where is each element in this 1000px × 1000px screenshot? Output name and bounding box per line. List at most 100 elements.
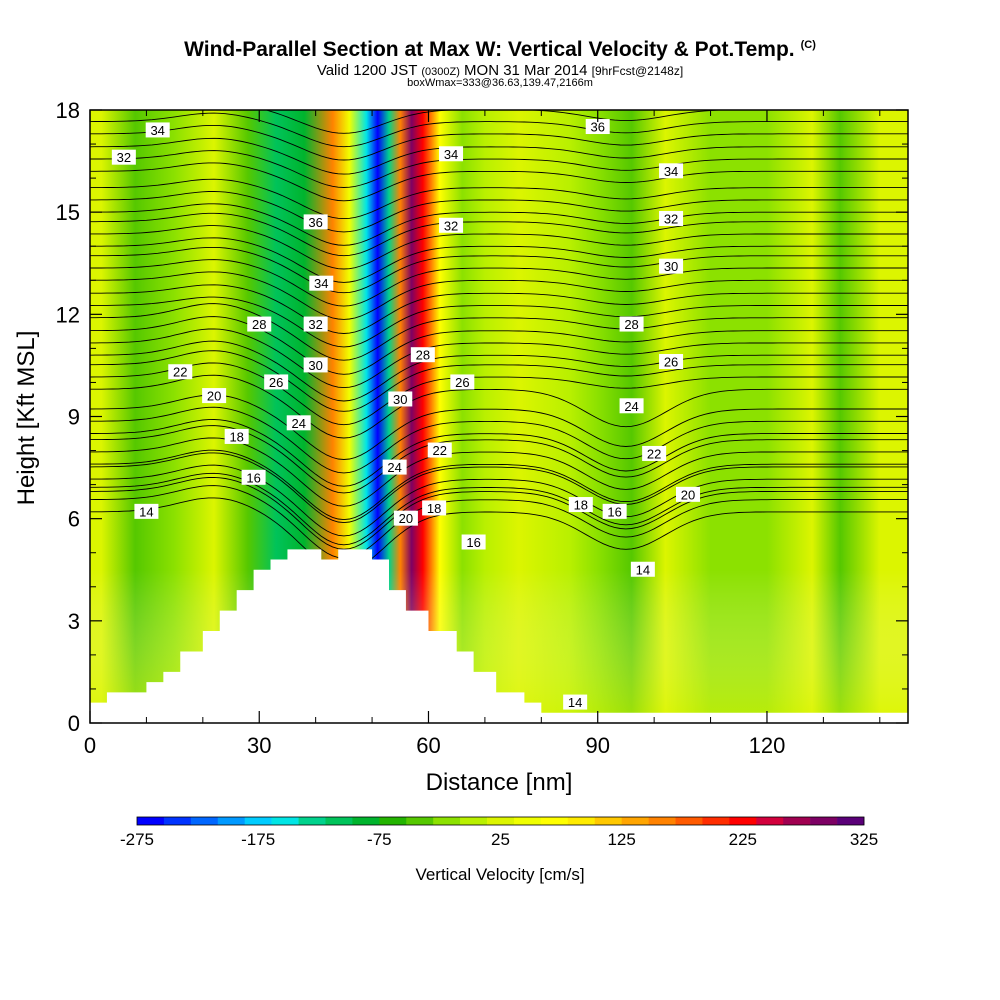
x-tick-label: 30	[247, 733, 271, 758]
contour-label-box	[619, 316, 644, 332]
colorbar-tick-label: 225	[729, 830, 757, 849]
chart-title: Wind-Parallel Section at Max W: Vertical…	[0, 38, 1000, 62]
contour-label-box	[659, 163, 684, 179]
contour-label: 28	[624, 317, 638, 332]
isentrope-line	[90, 259, 908, 307]
contour-label-box	[568, 497, 593, 513]
contour-label: 22	[647, 446, 661, 461]
contour-label-box	[642, 445, 667, 461]
forecast-info: [9hrFcst@2148z]	[591, 64, 684, 78]
isentrope-line	[90, 472, 908, 546]
colorbar-swatch	[648, 817, 676, 825]
contour-label-box	[461, 534, 486, 550]
isentrope-line	[90, 124, 908, 161]
contour-label-box	[619, 398, 644, 414]
y-tick-label: 12	[56, 302, 80, 327]
x-axis-label: Distance [nm]	[426, 769, 573, 796]
colorbar-swatch	[217, 817, 246, 825]
x-tick-label: 0	[84, 733, 96, 758]
contour-label: 20	[399, 511, 413, 526]
contour-label-box	[202, 388, 227, 404]
colorbar-swatch	[460, 817, 488, 825]
y-tick-label: 18	[56, 98, 80, 123]
colorbar-tick-label: -275	[120, 830, 154, 849]
y-axis-label: Height [Kft MSL]	[13, 331, 40, 506]
contour-label-box	[264, 374, 289, 390]
colorbar-swatch	[433, 817, 461, 825]
colorbar-swatch	[729, 817, 757, 825]
isentrope-line	[90, 406, 908, 474]
contour-label-box	[439, 146, 464, 162]
contour-label: 32	[117, 150, 131, 165]
isentrope-line	[90, 237, 908, 283]
isentrope-line	[90, 419, 908, 487]
isentrope-line	[90, 340, 908, 402]
contour-label: 32	[308, 317, 322, 332]
contour-label: 30	[393, 392, 407, 407]
contour-label: 18	[229, 429, 243, 444]
contour-labels: 14 14 14 16 16 16 18 18 18 20 20 20 22 22 22 24 24 24 26 26…	[111, 119, 700, 710]
x-tick-label: 60	[416, 733, 440, 758]
colorbar-tick-label: 325	[850, 830, 878, 849]
contour-label-box	[585, 119, 610, 135]
isentrope-line	[90, 284, 908, 334]
isentrope-line	[90, 452, 908, 524]
colorbar-swatch	[271, 817, 299, 825]
colorbar-swatch	[487, 817, 515, 825]
contour-label-box	[168, 364, 193, 380]
contour-label: 30	[664, 259, 678, 274]
contour-label-box	[286, 415, 311, 431]
contour-label: 26	[664, 355, 678, 370]
contour-label: 24	[291, 416, 305, 431]
contour-label-box	[675, 486, 700, 502]
colorbar-swatch	[325, 817, 353, 825]
colorbar-swatch	[406, 817, 434, 825]
y-tick-label: 15	[56, 200, 80, 225]
colorbar-swatch	[352, 817, 380, 825]
contour-label-box	[630, 561, 655, 577]
contour-label-box	[659, 210, 684, 226]
contour-label: 32	[444, 218, 458, 233]
x-axis: 0 30 60 90 120	[84, 110, 881, 758]
isentrope-line	[90, 296, 908, 348]
contour-label: 30	[308, 358, 322, 373]
colorbar-swatch	[594, 817, 622, 825]
chart-subtitle: Valid 1200 JST (0300Z) MON 31 Mar 2014 […	[0, 62, 1000, 79]
contour-label-box	[134, 503, 159, 519]
colorbar-swatch	[244, 817, 272, 825]
isentrope-line	[90, 425, 908, 494]
contour-label: 26	[269, 375, 283, 390]
y-tick-label: 0	[68, 711, 80, 736]
contour-label: 36	[308, 215, 322, 230]
colorbar-swatch	[756, 817, 784, 825]
contour-label: 28	[252, 317, 266, 332]
contour-label-box	[422, 500, 447, 516]
contour-label-box	[241, 469, 266, 485]
isentrope-line	[90, 350, 908, 412]
contour-label-box	[659, 354, 684, 370]
contour-label: 16	[466, 535, 480, 550]
contour-label-box	[247, 316, 272, 332]
isentrope-line	[90, 112, 908, 148]
colorbar-tick-label: 25	[491, 830, 510, 849]
isentrope-line	[90, 328, 908, 389]
contour-label: 32	[664, 211, 678, 226]
contour-label: 24	[387, 460, 401, 475]
potential-temperature-contours	[90, 110, 908, 572]
contour-label-box	[224, 428, 249, 444]
isentrope-line	[90, 485, 908, 559]
colorbar-frame	[136, 816, 865, 826]
isentrope-line	[90, 150, 908, 188]
contour-label: 28	[416, 348, 430, 363]
colorbar-swatch	[837, 817, 865, 825]
contour-label-box	[439, 217, 464, 233]
isentrope-line	[90, 362, 908, 426]
isentrope-line	[90, 449, 908, 521]
isentrope-line	[90, 303, 908, 361]
x-tick-label: 90	[585, 733, 609, 758]
colorbar-swatch	[298, 817, 326, 825]
plot-area: 14 14 14 16 16 16 18 18 18 20 20 20 22 22 22 24 24 24 26 26…	[90, 110, 908, 723]
contour-label-box	[309, 275, 334, 291]
valid-zulu: (0300Z)	[421, 66, 460, 78]
contour-label: 18	[574, 498, 588, 513]
